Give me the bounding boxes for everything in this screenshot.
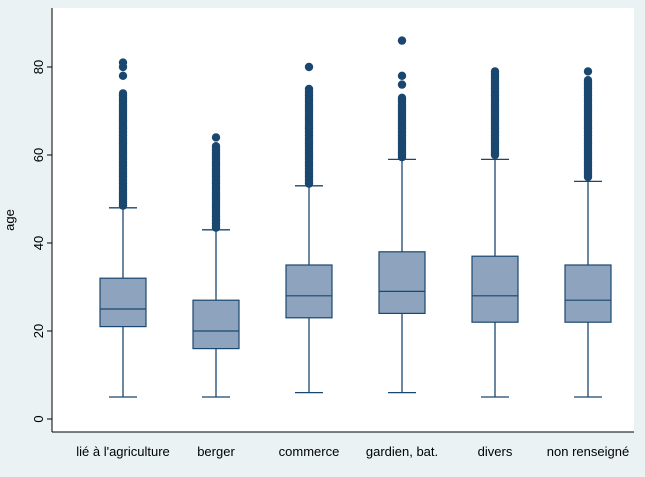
outlier-point <box>490 67 500 76</box>
outlier-point <box>583 76 593 85</box>
outlier-point <box>211 133 221 142</box>
outlier-point <box>304 84 314 94</box>
outlier-point <box>211 142 221 151</box>
plot-area <box>52 8 634 432</box>
box <box>564 264 612 323</box>
x-category-label: lié à l'agriculture <box>76 444 170 459</box>
x-category-label: gardien, bat. <box>366 444 438 459</box>
box <box>285 264 333 319</box>
box <box>99 277 147 328</box>
outlier-point <box>397 80 407 89</box>
outlier-point <box>118 58 128 67</box>
outlier-point <box>118 89 128 98</box>
y-tick-label: 0 <box>31 415 46 422</box>
outlier-point <box>397 36 407 45</box>
y-axis-title: age <box>2 209 17 231</box>
x-category-label: non renseigné <box>547 444 629 459</box>
x-category-label: commerce <box>279 444 340 459</box>
y-tick-label: 80 <box>31 60 46 74</box>
y-tick-label: 40 <box>31 236 46 250</box>
y-tick-label: 60 <box>31 148 46 162</box>
x-category-label: berger <box>197 444 235 459</box>
outlier-point <box>583 67 593 76</box>
box <box>192 299 240 350</box>
box <box>471 255 519 323</box>
box <box>378 251 426 315</box>
outlier-point <box>397 93 407 103</box>
x-category-label: divers <box>478 444 513 459</box>
y-tick-label: 20 <box>31 324 46 338</box>
outlier-point <box>397 71 407 81</box>
outlier-point <box>304 62 314 72</box>
outlier-point <box>118 71 128 81</box>
